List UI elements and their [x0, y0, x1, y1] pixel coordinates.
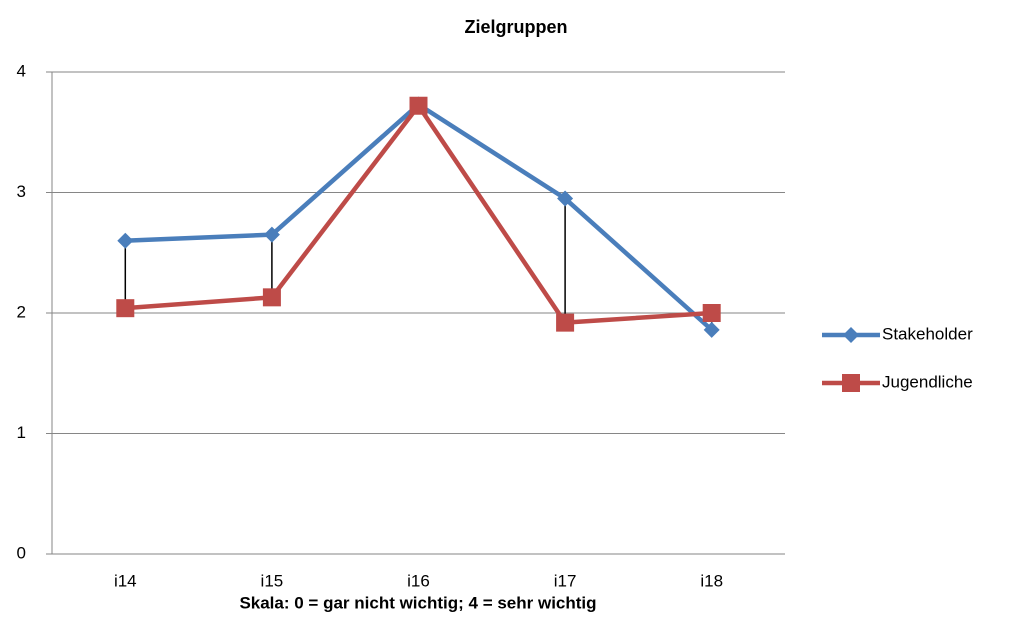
marker	[117, 232, 134, 249]
marker	[842, 374, 860, 392]
x-tick-label: i18	[700, 571, 723, 590]
marker	[702, 304, 721, 322]
chart-title: Zielgruppen	[465, 17, 568, 37]
series-line	[125, 103, 712, 325]
marker	[262, 288, 281, 307]
x-tick-label: i15	[261, 571, 284, 590]
y-tick-label: 2	[17, 302, 26, 321]
x-tick-label: i14	[114, 571, 137, 590]
y-tick-label: 1	[17, 423, 26, 442]
marker	[116, 299, 135, 318]
y-tick-label: 0	[17, 543, 26, 562]
marker	[263, 226, 280, 243]
marker	[703, 321, 720, 338]
y-tick-label: 4	[17, 61, 26, 80]
x-tick-label: i16	[407, 571, 430, 590]
y-tick-label: 3	[17, 182, 26, 201]
marker	[557, 190, 574, 207]
x-axis-title: Skala: 0 = gar nicht wichtig; 4 = sehr w…	[239, 593, 596, 612]
x-tick-label: i17	[554, 571, 577, 590]
legend-label: Jugendliche	[882, 372, 973, 391]
marker	[409, 96, 428, 115]
marker	[843, 327, 859, 343]
legend-label: Stakeholder	[882, 324, 973, 343]
series-line	[125, 102, 714, 332]
marker	[556, 313, 575, 332]
